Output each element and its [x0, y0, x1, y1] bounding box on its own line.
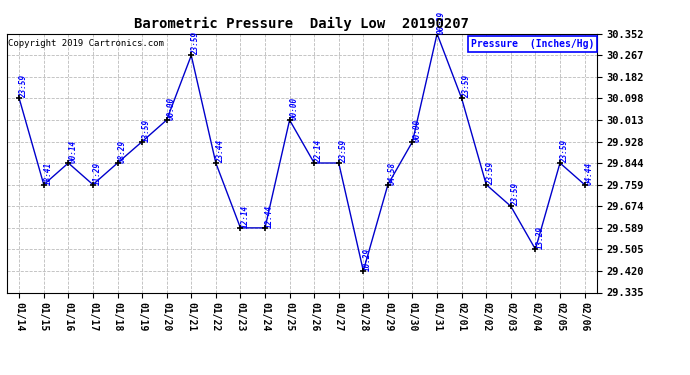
Text: 00:00: 00:00 — [167, 97, 176, 120]
Text: 13:59: 13:59 — [142, 118, 151, 142]
Text: 13:29: 13:29 — [535, 226, 544, 249]
Text: 12:44: 12:44 — [265, 205, 274, 228]
Text: 22:14: 22:14 — [314, 140, 323, 163]
Text: 23:59: 23:59 — [191, 32, 200, 56]
Text: Pressure  (Inches/Hg): Pressure (Inches/Hg) — [471, 39, 594, 49]
Text: 23:59: 23:59 — [462, 75, 471, 98]
Text: 04:58: 04:58 — [388, 162, 397, 184]
Text: 23:44: 23:44 — [216, 140, 225, 163]
Text: 12:14: 12:14 — [240, 205, 249, 228]
Text: 23:59: 23:59 — [511, 183, 520, 206]
Text: 11:29: 11:29 — [93, 162, 102, 184]
Text: 23:59: 23:59 — [19, 75, 28, 98]
Text: 10:29: 10:29 — [364, 248, 373, 271]
Text: 23:59: 23:59 — [339, 140, 348, 163]
Title: Barometric Pressure  Daily Low  20190207: Barometric Pressure Daily Low 20190207 — [135, 17, 469, 31]
Text: 23:59: 23:59 — [560, 140, 569, 163]
Text: Copyright 2019 Cartronics.com: Copyright 2019 Cartronics.com — [8, 39, 164, 48]
Text: 00:14: 00:14 — [68, 140, 77, 163]
Text: 08:29: 08:29 — [117, 140, 126, 163]
Text: 04:44: 04:44 — [584, 162, 593, 184]
Text: 23:59: 23:59 — [486, 162, 495, 184]
Text: 00:29: 00:29 — [437, 10, 446, 34]
Text: 18:41: 18:41 — [43, 162, 52, 184]
Text: 00:00: 00:00 — [413, 118, 422, 142]
Text: 00:00: 00:00 — [290, 97, 299, 120]
